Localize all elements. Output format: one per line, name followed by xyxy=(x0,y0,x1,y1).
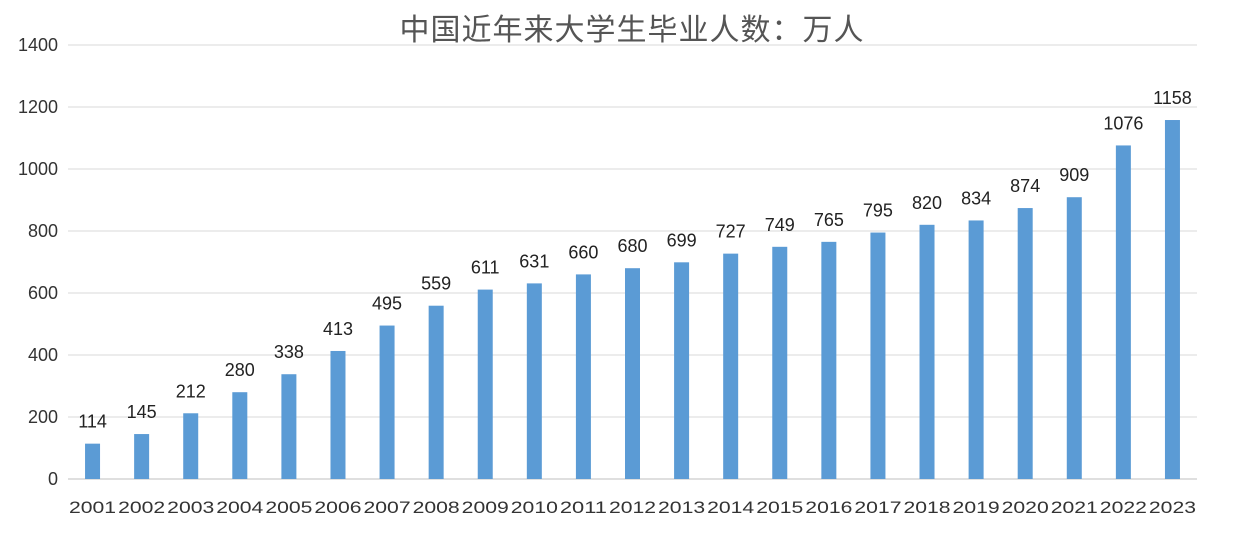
bar xyxy=(1017,208,1033,479)
bar xyxy=(625,268,640,479)
bar xyxy=(183,413,199,479)
x-tick-label: 2011 xyxy=(560,498,607,517)
bar xyxy=(674,262,690,479)
bar xyxy=(477,289,493,479)
bar xyxy=(281,374,297,479)
x-tick-label: 2014 xyxy=(707,498,754,517)
x-tick-label: 2012 xyxy=(609,498,656,517)
data-label: 611 xyxy=(471,258,500,278)
data-label: 660 xyxy=(568,242,598,262)
bar xyxy=(330,350,346,479)
y-tick-label: 600 xyxy=(28,283,58,303)
data-label: 1158 xyxy=(1153,88,1192,108)
bars xyxy=(85,120,1180,480)
bar xyxy=(428,305,444,479)
x-tick-label: 2002 xyxy=(118,498,165,517)
y-tick-label: 1400 xyxy=(18,35,58,55)
bar xyxy=(919,224,935,479)
data-label: 820 xyxy=(912,193,942,213)
bar xyxy=(232,392,248,479)
data-label: 834 xyxy=(961,188,991,208)
bar xyxy=(723,253,739,479)
x-tick-label: 2013 xyxy=(658,498,705,517)
chart-title: 中国近年来大学生毕业人数：万人 xyxy=(400,13,865,48)
bar xyxy=(1066,197,1082,479)
y-tick-label: 800 xyxy=(28,221,58,241)
data-label: 631 xyxy=(519,251,549,271)
data-label: 749 xyxy=(765,215,795,235)
x-tick-label: 2005 xyxy=(265,498,312,517)
bar xyxy=(379,325,395,479)
x-tick-label: 2016 xyxy=(805,498,852,517)
data-label: 280 xyxy=(225,360,255,380)
bar xyxy=(968,220,984,479)
data-label: 413 xyxy=(323,319,353,339)
data-label: 1076 xyxy=(1103,113,1143,133)
y-tick-label: 0 xyxy=(48,469,58,489)
bar xyxy=(526,283,542,479)
x-tick-label: 2018 xyxy=(903,498,950,517)
data-label: 212 xyxy=(176,381,206,401)
x-tick-label: 2019 xyxy=(953,498,1000,517)
bar xyxy=(1164,120,1180,480)
data-label: 765 xyxy=(814,210,844,230)
data-label: 114 xyxy=(78,412,107,432)
x-tick-label: 2008 xyxy=(413,498,460,517)
data-label: 795 xyxy=(863,201,893,221)
data-label: 338 xyxy=(274,342,304,362)
x-tick-label: 2007 xyxy=(364,498,411,517)
data-label: 874 xyxy=(1010,176,1040,196)
data-label: 909 xyxy=(1059,165,1089,185)
x-tick-label: 2001 xyxy=(69,498,116,517)
data-labels: 114 145 212 280 338 413 495 559 611 631 660 680 699 7… xyxy=(78,88,1192,432)
y-axis-ticks: 0 200 400 600 800 1000 1200 1400 xyxy=(18,35,58,489)
x-tick-label: 2023 xyxy=(1149,498,1196,517)
x-axis-ticks: 2001 2002 2003 2004 2005 2006 2007 2008 2009 2010… xyxy=(69,498,1196,517)
data-label: 699 xyxy=(667,230,697,250)
x-tick-label: 2003 xyxy=(167,498,214,517)
x-tick-label: 2017 xyxy=(854,498,901,517)
bar xyxy=(85,443,101,479)
data-label: 727 xyxy=(716,222,746,242)
x-tick-label: 2015 xyxy=(756,498,803,517)
x-tick-label: 2022 xyxy=(1100,498,1147,517)
data-label: 559 xyxy=(421,274,451,294)
bar xyxy=(821,241,837,479)
data-label: 495 xyxy=(372,294,402,314)
x-tick-label: 2020 xyxy=(1002,498,1049,517)
bar xyxy=(134,434,150,479)
data-label: 145 xyxy=(127,402,157,422)
x-tick-label: 2010 xyxy=(511,498,558,517)
bar xyxy=(870,232,886,479)
bar xyxy=(772,246,788,479)
bar xyxy=(575,274,591,479)
x-tick-label: 2009 xyxy=(462,498,509,517)
bar xyxy=(1115,145,1131,479)
y-tick-label: 1200 xyxy=(18,97,58,117)
y-tick-label: 200 xyxy=(28,407,58,427)
x-tick-label: 2004 xyxy=(216,498,263,517)
y-tick-label: 400 xyxy=(28,345,58,365)
data-label: 680 xyxy=(617,236,647,256)
y-tick-label: 1000 xyxy=(18,159,58,179)
x-tick-label: 2006 xyxy=(314,498,361,517)
x-tick-label: 2021 xyxy=(1051,498,1098,517)
